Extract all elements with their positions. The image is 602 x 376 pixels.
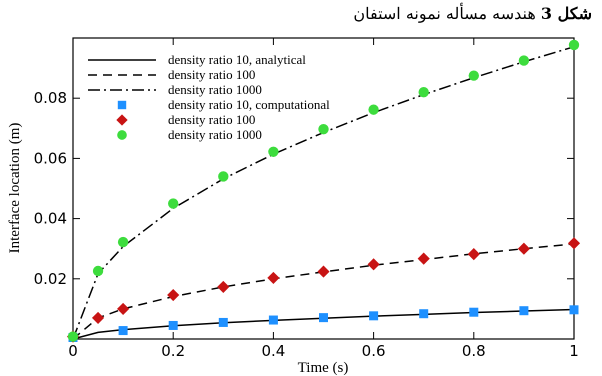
plot-frame	[72, 37, 575, 340]
data-point	[117, 236, 129, 248]
series-layer	[66, 39, 581, 343]
x-tick-label: 0.4	[261, 342, 285, 360]
data-point	[268, 315, 278, 325]
data-point	[318, 124, 329, 135]
data-point	[217, 280, 230, 294]
data-point	[568, 39, 580, 51]
legend-swatch	[117, 130, 127, 140]
legend-entry: density ratio 100	[116, 112, 255, 127]
legend-label: density ratio 1000	[168, 82, 262, 97]
y-tick-label: 0.08	[34, 89, 67, 107]
data-point	[519, 306, 529, 316]
legend-entry: density ratio 10, analytical	[88, 52, 306, 67]
figure-caption-text: هندسه مسأله نمونه استفان	[353, 4, 536, 23]
x-axis-title: Time (s)	[298, 360, 349, 376]
legend-entry: density ratio 100	[88, 67, 255, 82]
data-point	[368, 104, 379, 115]
series-4	[66, 237, 581, 343]
ticks-layer: 0 0.2 0.4 0.6 0.8 1 0.02 0.04 0.06 0.08	[34, 38, 579, 360]
data-point	[569, 305, 579, 315]
data-point	[92, 265, 104, 277]
data-point	[117, 302, 130, 315]
series-5	[67, 39, 580, 342]
legend-entry: density ratio 1000	[117, 127, 262, 142]
series-3	[68, 305, 579, 342]
data-point	[67, 331, 79, 342]
data-point	[168, 320, 178, 330]
data-point	[267, 271, 280, 284]
legend-label: density ratio 10, analytical	[168, 52, 306, 67]
data-point	[518, 55, 530, 66]
legend-label: density ratio 100	[168, 112, 255, 127]
data-point	[418, 87, 429, 98]
legend-entry: density ratio 10, computational	[117, 97, 330, 112]
data-point	[118, 326, 128, 336]
series-2	[72, 46, 575, 340]
series-line	[72, 243, 575, 340]
y-tick-label: 0.02	[34, 270, 67, 288]
data-point	[319, 313, 328, 323]
y-tick-label: 0.04	[34, 210, 67, 228]
x-tick-label: 1	[569, 342, 579, 360]
figure-caption: شکل 3 هندسه مسأله نمونه استفان	[353, 4, 592, 23]
data-point	[369, 311, 379, 321]
series-line	[72, 46, 575, 340]
data-point	[468, 70, 479, 81]
data-point	[567, 237, 581, 250]
data-point	[517, 242, 530, 255]
legend-swatch	[117, 100, 127, 110]
series-1	[72, 243, 575, 340]
data-point	[218, 317, 228, 327]
data-point	[167, 288, 180, 302]
x-tick-label: 0.2	[161, 342, 185, 360]
y-tick-label: 0.06	[34, 149, 67, 167]
x-tick-label: 0.8	[462, 342, 486, 360]
legend-swatch	[116, 114, 128, 126]
y-axis-title: Interface location (m)	[7, 123, 23, 254]
data-point	[417, 252, 430, 265]
data-point	[467, 248, 480, 261]
legend-entry: density ratio 1000	[88, 82, 262, 97]
legend-label: density ratio 100	[168, 67, 255, 82]
data-point	[469, 307, 479, 317]
data-point	[367, 258, 380, 271]
data-point	[419, 309, 429, 319]
data-point	[168, 198, 179, 209]
figure-caption-label: شکل 3	[540, 4, 592, 23]
data-point	[317, 265, 330, 278]
data-point	[268, 146, 279, 157]
x-tick-label: 0.6	[362, 342, 386, 360]
legend-label: density ratio 1000	[168, 127, 262, 142]
data-point	[218, 171, 229, 182]
x-tick-label: 0	[68, 342, 78, 360]
legend-label: density ratio 10, computational	[168, 97, 330, 112]
data-point	[91, 311, 105, 325]
